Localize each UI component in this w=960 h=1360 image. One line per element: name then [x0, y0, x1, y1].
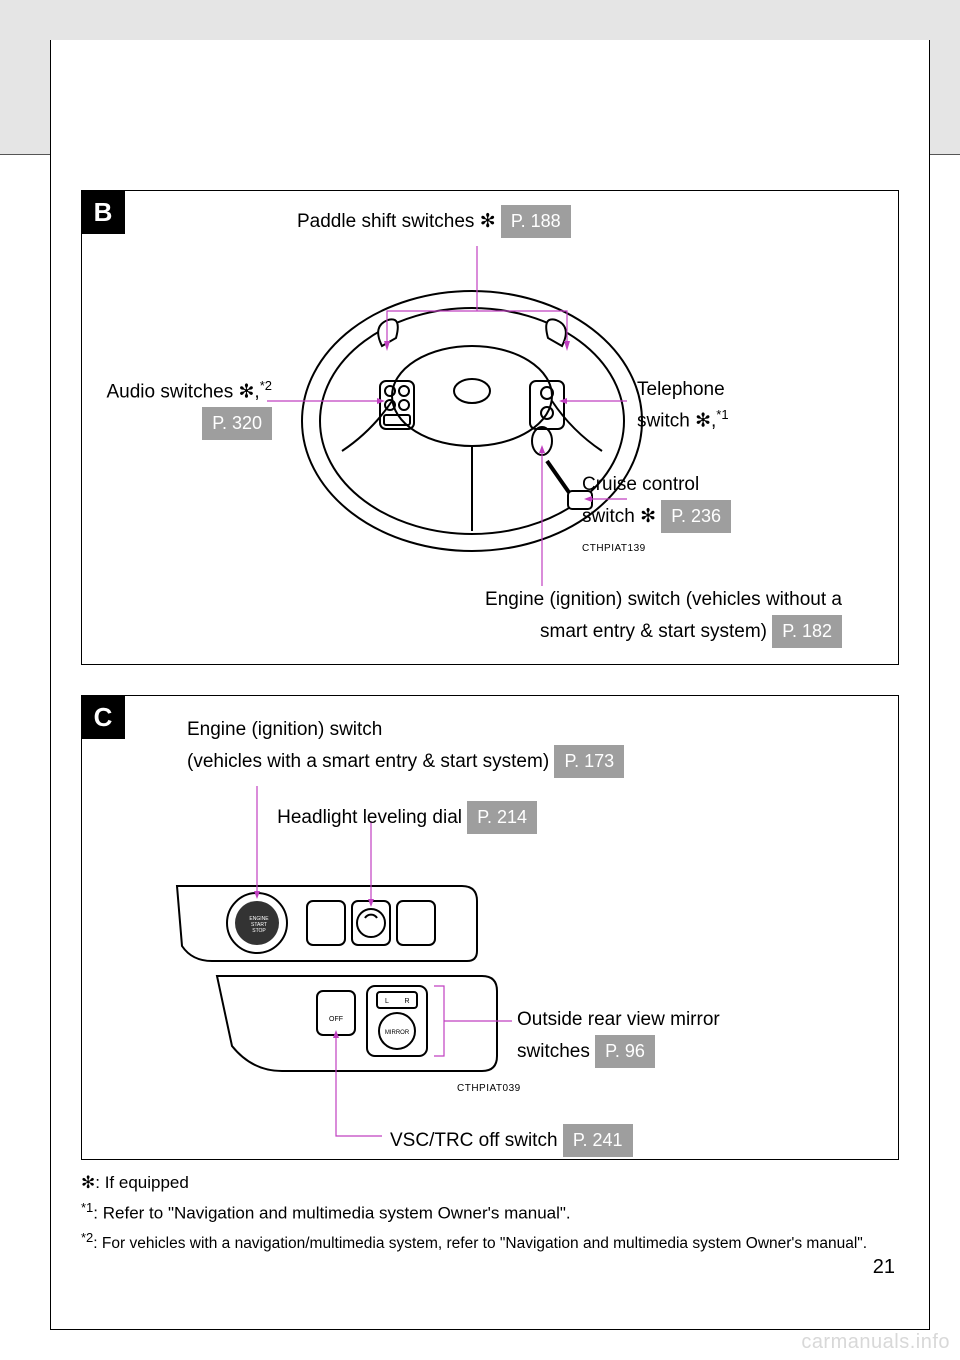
- panel-b: B: [81, 190, 899, 665]
- ref-mirror: P. 96: [595, 1035, 655, 1068]
- ref-headlight: P. 214: [467, 801, 537, 834]
- ref-ignition-b: P. 182: [772, 615, 842, 648]
- panel-c-code: CTHPIAT039: [457, 1083, 521, 1094]
- label-vsc: VSC/TRC off switch P. 241: [390, 1124, 633, 1157]
- ref-cruise: P. 236: [661, 500, 731, 533]
- ref-paddle: P. 188: [501, 205, 571, 238]
- svg-text:OFF: OFF: [329, 1016, 343, 1023]
- footnote-2: *2: For vehicles with a navigation/multi…: [81, 1228, 899, 1255]
- label-cruise: Cruise control switch ✻ P. 236: [582, 471, 731, 533]
- svg-text:MIRROR: MIRROR: [385, 1030, 410, 1036]
- label-paddle: Paddle shift switches ✻ P. 188: [297, 205, 571, 238]
- page-frame: B: [50, 40, 930, 1330]
- svg-text:L: L: [385, 998, 389, 1005]
- ref-ignition-c: P. 173: [554, 745, 624, 778]
- label-ignition-c: Engine (ignition) switch (vehicles with …: [187, 716, 624, 778]
- panel-c: C ENG: [81, 695, 899, 1160]
- watermark: carmanuals.info: [801, 1331, 950, 1354]
- panel-c-badge: C: [81, 695, 125, 739]
- footnote-1: *1: Refer to "Navigation and multimedia …: [81, 1198, 899, 1226]
- ref-vsc: P. 241: [563, 1124, 633, 1157]
- svg-text:R: R: [404, 998, 409, 1005]
- svg-text:START: START: [251, 922, 267, 928]
- footnote-equipped: ✻: If equipped: [81, 1170, 899, 1196]
- label-phone: Telephone switch ✻,*1: [637, 376, 729, 435]
- label-audio: Audio switches ✻,*2 P. 320: [82, 376, 272, 440]
- panel-b-code: CTHPIAT139: [582, 543, 646, 554]
- label-mirror: Outside rear view mirror switches P. 96: [517, 1006, 720, 1068]
- footnotes: ✻: If equipped *1: Refer to "Navigation …: [81, 1170, 899, 1257]
- label-headlight: Headlight leveling dial P. 214: [137, 801, 537, 834]
- label-ignition-b: Engine (ignition) switch (vehicles witho…: [282, 586, 842, 648]
- page-number: 21: [873, 1256, 895, 1279]
- svg-text:ENGINE: ENGINE: [249, 916, 269, 922]
- ref-audio: P. 320: [202, 407, 272, 440]
- svg-text:STOP: STOP: [252, 928, 266, 934]
- panel-b-badge: B: [81, 190, 125, 234]
